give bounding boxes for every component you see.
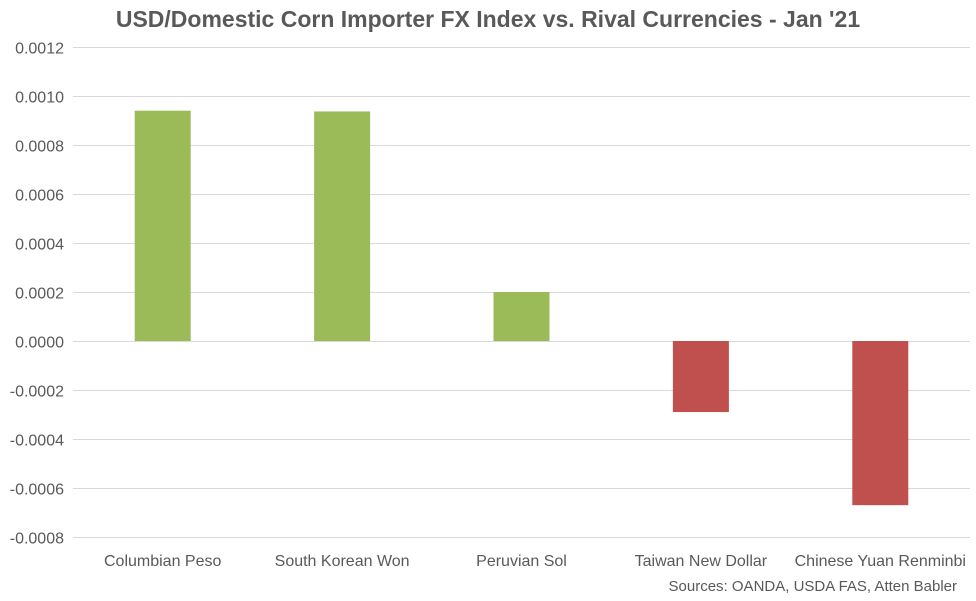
bar bbox=[493, 292, 550, 341]
y-tick-label: -0.0002 bbox=[10, 384, 64, 401]
gridlines bbox=[73, 47, 970, 538]
x-tick-label: Taiwan New Dollar bbox=[635, 553, 768, 570]
bar bbox=[852, 341, 909, 506]
bars bbox=[134, 110, 909, 506]
x-tick-label: Chinese Yuan Renminbi bbox=[795, 553, 966, 570]
bar bbox=[672, 341, 729, 413]
bar bbox=[314, 111, 371, 341]
x-axis: Columbian Peso South Korean Won Peruvian S… bbox=[104, 553, 966, 570]
y-tick-label: 0.0012 bbox=[15, 41, 64, 58]
y-tick-label: 0.0002 bbox=[15, 286, 64, 303]
y-tick-label: 0.0010 bbox=[15, 90, 64, 107]
y-tick-label: 0.0004 bbox=[15, 237, 64, 254]
bar bbox=[134, 110, 191, 341]
x-tick-label: Columbian Peso bbox=[104, 553, 222, 570]
y-tick-label: -0.0004 bbox=[10, 433, 64, 450]
y-tick-label: 0.0006 bbox=[15, 188, 64, 205]
chart-source: Sources: OANDA, USDA FAS, Atten Babler bbox=[668, 578, 957, 595]
y-tick-label: 0.0000 bbox=[15, 335, 64, 352]
x-tick-label: South Korean Won bbox=[275, 553, 410, 570]
y-tick-label: 0.0008 bbox=[15, 139, 64, 156]
chart-title: USD/Domestic Corn Importer FX Index vs. … bbox=[115, 6, 861, 32]
y-tick-label: -0.0006 bbox=[10, 482, 64, 499]
y-axis: 0.0012 0.0010 0.0008 0.0006 0.0004 0.0002 0.00… bbox=[10, 41, 64, 548]
y-tick-label: -0.0008 bbox=[10, 531, 64, 548]
x-tick-label: Peruvian Sol bbox=[476, 553, 567, 570]
